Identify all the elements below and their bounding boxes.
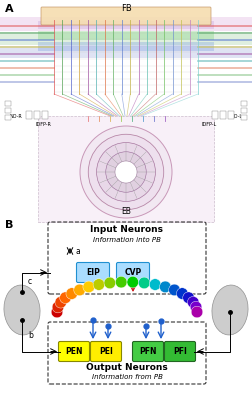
Bar [26,111,32,119]
Circle shape [183,292,194,304]
Text: a: a [75,246,80,256]
Circle shape [80,126,172,218]
Bar [228,111,234,119]
Text: c: c [28,278,32,286]
Text: EB: EB [121,207,131,216]
Circle shape [97,142,155,202]
Circle shape [190,301,202,313]
Text: NO-R: NO-R [9,114,22,118]
Text: FB: FB [121,4,131,13]
Circle shape [52,301,64,313]
Circle shape [187,296,199,308]
Text: IDFP-R: IDFP-R [35,122,51,126]
Circle shape [88,134,164,210]
Circle shape [149,279,161,290]
Text: IDFP-L: IDFP-L [201,122,217,126]
Circle shape [115,161,137,183]
Bar [5,115,11,120]
Bar [241,115,247,120]
Circle shape [191,306,203,318]
Bar [212,111,218,119]
FancyBboxPatch shape [77,262,110,282]
Ellipse shape [4,285,40,335]
Circle shape [176,288,188,299]
Ellipse shape [212,285,248,335]
Bar [5,101,11,106]
Text: CVP: CVP [124,268,142,277]
Bar [5,108,11,113]
Bar [38,116,214,222]
Circle shape [115,276,127,288]
Text: A: A [5,4,14,14]
FancyBboxPatch shape [165,342,196,362]
Circle shape [160,281,171,293]
FancyBboxPatch shape [116,262,149,282]
Circle shape [138,277,150,289]
Bar [38,42,214,51]
Text: b: b [28,330,33,340]
Text: Output Neurons: Output Neurons [86,362,168,372]
Bar [241,101,247,106]
Text: NO-L: NO-L [231,114,243,118]
Bar [0,32,252,45]
Text: PFN: PFN [139,347,157,356]
Circle shape [51,306,63,318]
Bar [38,21,214,29]
Text: B: B [5,220,13,230]
Circle shape [127,276,139,288]
Circle shape [93,279,105,290]
Circle shape [66,288,78,299]
Bar [42,111,48,119]
Bar [34,111,40,119]
Text: PEI: PEI [99,347,113,356]
Bar [0,46,252,58]
Bar [38,31,214,40]
Text: Information into PB: Information into PB [93,237,161,243]
Text: Input Neurons: Input Neurons [90,226,164,234]
Text: PEN: PEN [65,347,83,356]
Text: Information from PB: Information from PB [91,374,163,380]
Text: EIP: EIP [86,268,100,277]
Text: PFI: PFI [173,347,187,356]
Bar [0,17,252,31]
Circle shape [60,292,71,304]
Circle shape [104,277,116,289]
FancyBboxPatch shape [133,342,164,362]
FancyBboxPatch shape [58,342,89,362]
Circle shape [74,284,85,296]
Bar [220,111,226,119]
Circle shape [106,152,146,192]
Circle shape [83,281,94,293]
Circle shape [55,296,67,308]
FancyBboxPatch shape [41,7,211,25]
Bar [241,108,247,113]
Circle shape [169,284,180,296]
FancyBboxPatch shape [90,342,121,362]
